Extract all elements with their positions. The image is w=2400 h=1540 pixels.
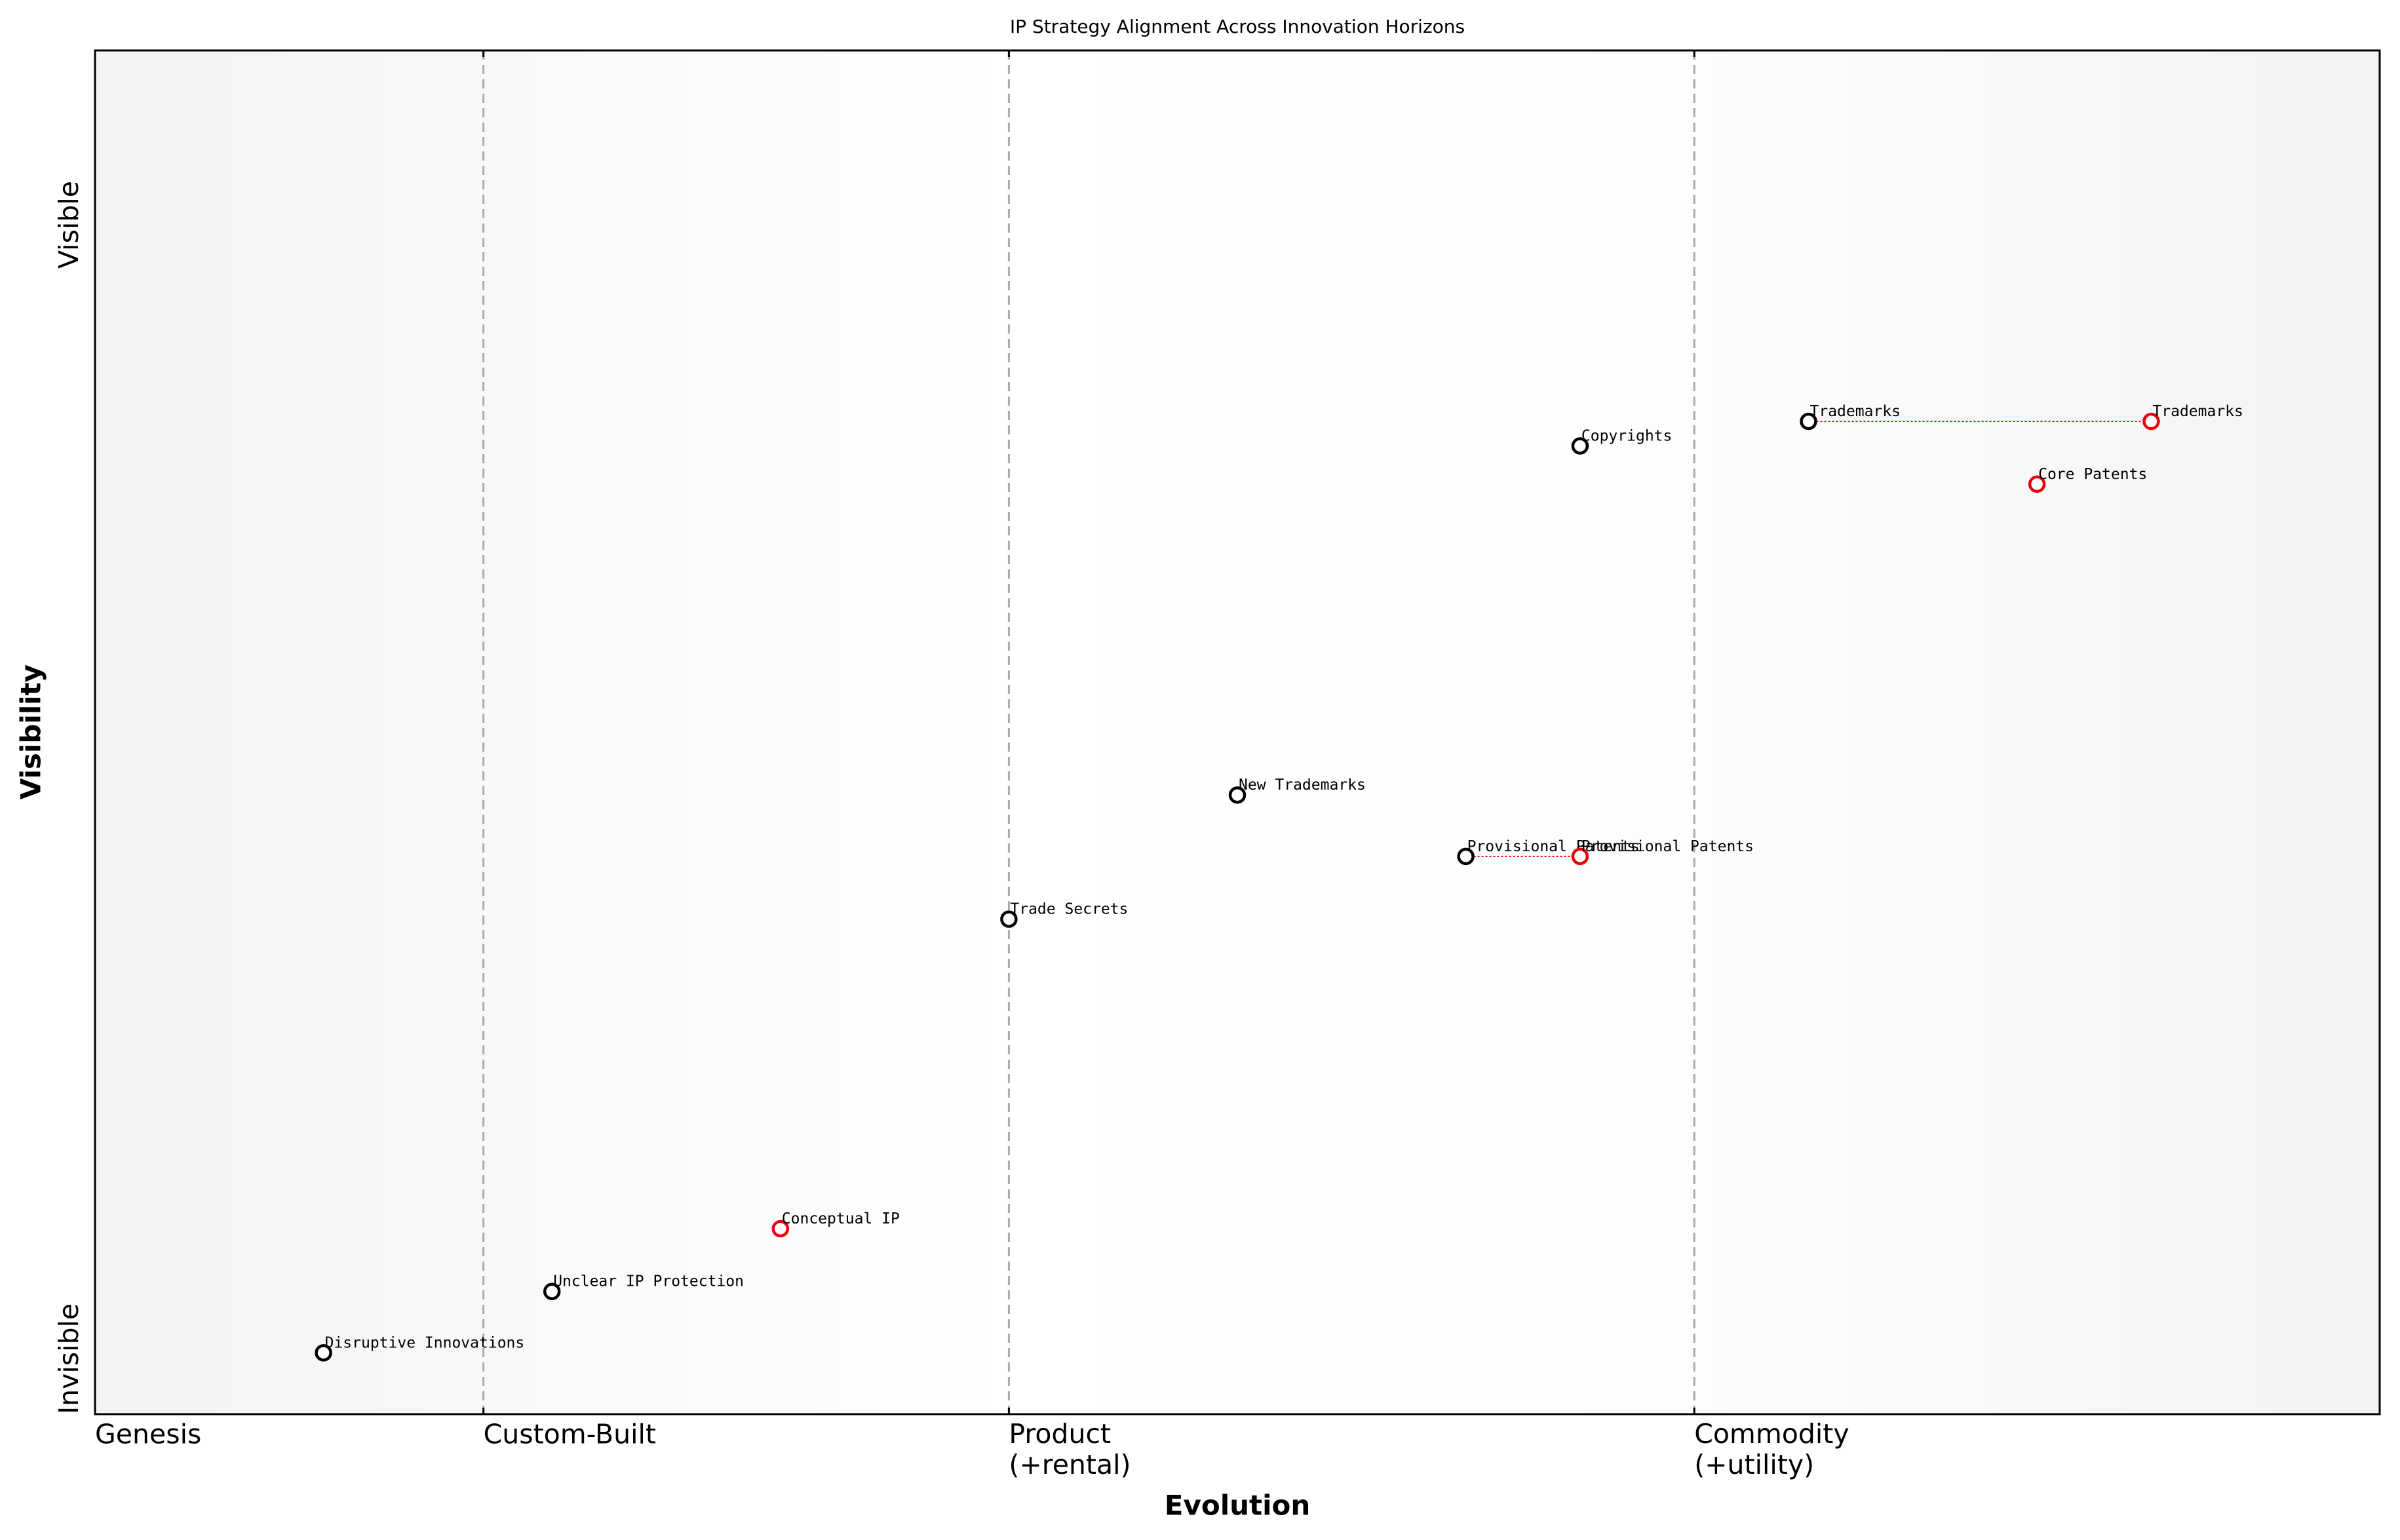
x-tick-label: Product (+rental) [1009,1418,1131,1480]
evolved-component [2028,475,2046,493]
component [1228,786,1247,804]
x-tick-label: Commodity (+utility) [1694,1418,1849,1480]
component-label: Provisional Patents [1467,838,1640,855]
x-tick-label: Genesis [95,1418,201,1450]
x-tick-label: Custom-Built [484,1418,656,1450]
component-label: Trademarks [1810,403,1901,420]
evolved-component [771,1220,790,1238]
component [315,1344,332,1362]
component-label: Unclear IP Protection [553,1273,744,1290]
component [1457,847,1475,866]
plot: Genesis Custom-Built Product (+rental) Commo… [53,50,2243,1481]
x-axis-label: Evolution [1165,1490,1310,1522]
chart-title: IP Strategy Alignment Across Innovation … [1010,16,1465,37]
y-tick-label: Invisible [53,1303,85,1414]
component-label: Disruptive Innovations [325,1334,525,1351]
plot-frame [94,49,2381,1415]
evolved-component [1571,847,1589,866]
component [1000,910,1018,928]
component [543,1282,561,1300]
component-label: Trademarks [2152,403,2243,420]
component-label: Conceptual IP [782,1210,900,1227]
evolved-component [2142,412,2160,431]
component [1571,437,1589,455]
y-axis-label: Visibility [15,664,47,799]
component-label: Copyrights [1581,427,1672,444]
plot-background [95,50,2380,1414]
y-tick-label: Visible [53,181,85,269]
component [1800,412,1817,431]
component-label: Trade Secrets [1010,901,1128,918]
component-label: Core Patents [2038,466,2147,483]
component-label: New Trademarks [1239,777,1366,794]
component-label: Provisional Patents [1581,838,1754,855]
